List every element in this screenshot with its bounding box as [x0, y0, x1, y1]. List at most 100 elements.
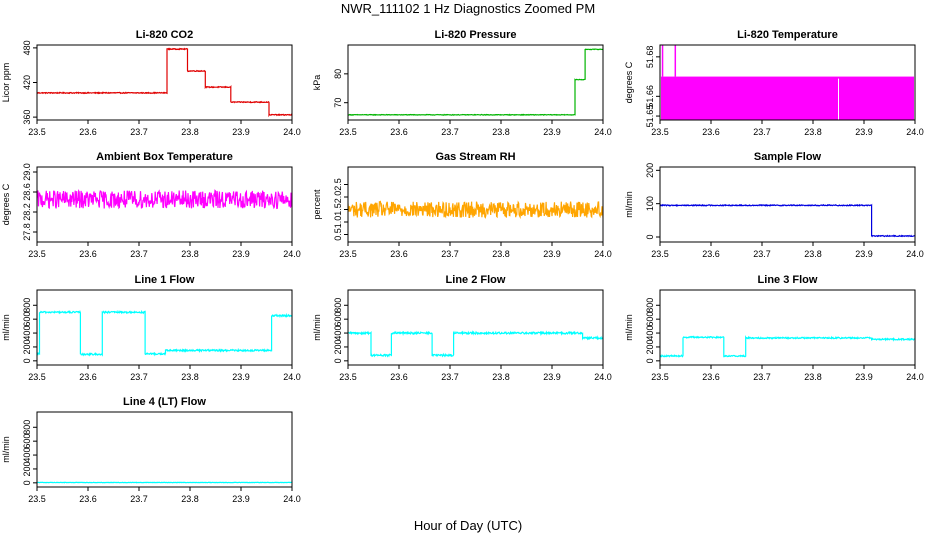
y-axis-label: ml/min	[1, 436, 11, 463]
x-tick-label: 23.8	[804, 127, 822, 137]
panel-line3-flow: Line 3 Flow ml/min 23.5 23.6 23.7 23.8 23.9 24.…	[624, 274, 924, 382]
x-tick-label: 23.5	[28, 494, 46, 504]
x-tick-label: 23.8	[181, 372, 199, 382]
x-tick-label: 23.7	[753, 249, 771, 259]
x-tick-label: 23.5	[339, 127, 357, 137]
x-tick-label: 24.0	[906, 372, 924, 382]
x-tick-label: 23.8	[804, 372, 822, 382]
y-tick-label: 600	[22, 312, 32, 327]
y-tick-label: 0	[645, 234, 655, 239]
x-tick-label: 23.6	[79, 127, 97, 137]
panel-co2: Li-820 CO2 Licor ppm 23.5 23.6 23.7 23.8 23.9 2…	[1, 29, 301, 137]
y-axis-label: Licor ppm	[1, 63, 11, 103]
x-tick-label: 23.8	[181, 494, 199, 504]
series-line	[348, 48, 603, 117]
y-tick-label: 51.66	[645, 85, 655, 108]
plot-frame	[36, 411, 293, 488]
y-tick-label: 0.5	[333, 228, 343, 241]
y-tick-label: 600	[645, 312, 655, 327]
y-axis-label: degrees C	[624, 61, 634, 103]
x-tick-label: 23.6	[702, 372, 720, 382]
x-tick-label: 23.6	[79, 249, 97, 259]
x-tick-label: 23.9	[543, 372, 561, 382]
y-tick-label: 200	[22, 339, 32, 354]
x-tick-label: 23.6	[390, 127, 408, 137]
y-tick-label: 80	[333, 69, 343, 79]
x-tick-label: 23.5	[28, 372, 46, 382]
y-tick-label: 800	[333, 298, 343, 313]
y-axis-label: ml/min	[1, 314, 11, 341]
x-tick-label: 23.5	[651, 372, 669, 382]
y-tick-label: 400	[333, 326, 343, 341]
y-tick-label: 400	[645, 326, 655, 341]
x-tick-label: 23.8	[492, 127, 510, 137]
y-tick-label: 0	[333, 358, 343, 363]
x-tick-label: 23.8	[181, 249, 199, 259]
y-axis-label: ml/min	[624, 191, 634, 218]
y-axis-label: ml/min	[312, 314, 322, 341]
panel-li820-temperature: Li-820 Temperature degrees C 23.5 23.6 23.7 2…	[624, 29, 924, 137]
x-tick-label: 24.0	[594, 127, 612, 137]
plot-area	[37, 309, 292, 357]
y-tick-label: 480	[22, 40, 32, 55]
x-tick-label: 23.9	[232, 494, 250, 504]
panel-line1-flow: Line 1 Flow ml/min 23.5 23.6 23.7 23.8 23.9 24.…	[1, 274, 301, 382]
x-tick-label: 23.9	[855, 249, 873, 259]
plot-frame	[347, 289, 604, 366]
x-tick-label: 23.9	[232, 372, 250, 382]
y-tick-label: 70	[333, 98, 343, 108]
series-line	[660, 203, 915, 238]
plot-area	[37, 189, 292, 210]
y-tick-label: 600	[333, 312, 343, 327]
plot-frame	[659, 44, 916, 121]
x-tick-label: 23.5	[651, 249, 669, 259]
y-tick-label: 600	[22, 434, 32, 449]
x-tick-label: 24.0	[283, 372, 301, 382]
panel-pressure: Li-820 Pressure kPa 23.5 23.6 23.7 23.8 23.9 24…	[312, 29, 612, 137]
x-tick-label: 23.5	[339, 249, 357, 259]
y-tick-label: 1.0	[333, 216, 343, 229]
series-line	[348, 330, 603, 358]
panel-line2-flow: Line 2 Flow ml/min 23.5 23.6 23.7 23.8 23.9 24.…	[312, 274, 612, 382]
x-tick-label: 23.5	[28, 127, 46, 137]
x-tick-label: 23.9	[543, 127, 561, 137]
plot-area	[348, 330, 603, 358]
x-tick-label: 23.5	[339, 372, 357, 382]
x-tick-label: 24.0	[283, 127, 301, 137]
plot-frame	[659, 166, 916, 243]
plot-area	[661, 45, 914, 120]
panel-title: Line 2 Flow	[446, 274, 506, 286]
x-axis-title: Hour of Day (UTC)	[413, 518, 523, 533]
y-axis-label: percent	[312, 189, 322, 220]
x-tick-label: 23.7	[753, 127, 771, 137]
y-tick-label: 0	[22, 358, 32, 363]
y-tick-label: 200	[22, 461, 32, 476]
plot-frame	[36, 166, 293, 243]
y-tick-label: 2.0	[333, 191, 343, 204]
x-tick-label: 23.7	[130, 372, 148, 382]
x-tick-label: 23.5	[651, 127, 669, 137]
y-tick-label: 51.68	[645, 46, 655, 69]
x-tick-label: 23.8	[804, 249, 822, 259]
panel-sample-flow: Sample Flow ml/min 23.5 23.6 23.7 23.8 23.9 24.…	[624, 151, 924, 259]
series-line	[37, 189, 292, 210]
plot-frame	[659, 289, 916, 366]
panel-title: Line 4 (LT) Flow	[123, 396, 206, 408]
x-tick-label: 23.9	[855, 127, 873, 137]
x-tick-label: 23.8	[492, 372, 510, 382]
x-tick-label: 23.9	[232, 127, 250, 137]
y-tick-label: 28.2	[22, 203, 32, 221]
plot-frame	[347, 166, 604, 243]
y-tick-label: 0	[22, 480, 32, 485]
x-tick-label: 23.7	[441, 249, 459, 259]
x-tick-label: 23.7	[130, 494, 148, 504]
x-tick-label: 23.6	[390, 372, 408, 382]
x-tick-label: 24.0	[594, 249, 612, 259]
y-tick-label: 800	[645, 298, 655, 313]
x-tick-label: 23.7	[753, 372, 771, 382]
panel-title: Line 1 Flow	[135, 274, 195, 286]
y-tick-label: 1.5	[333, 203, 343, 216]
panel-title: Li-820 CO2	[136, 29, 193, 41]
y-tick-label: 100	[645, 196, 655, 211]
